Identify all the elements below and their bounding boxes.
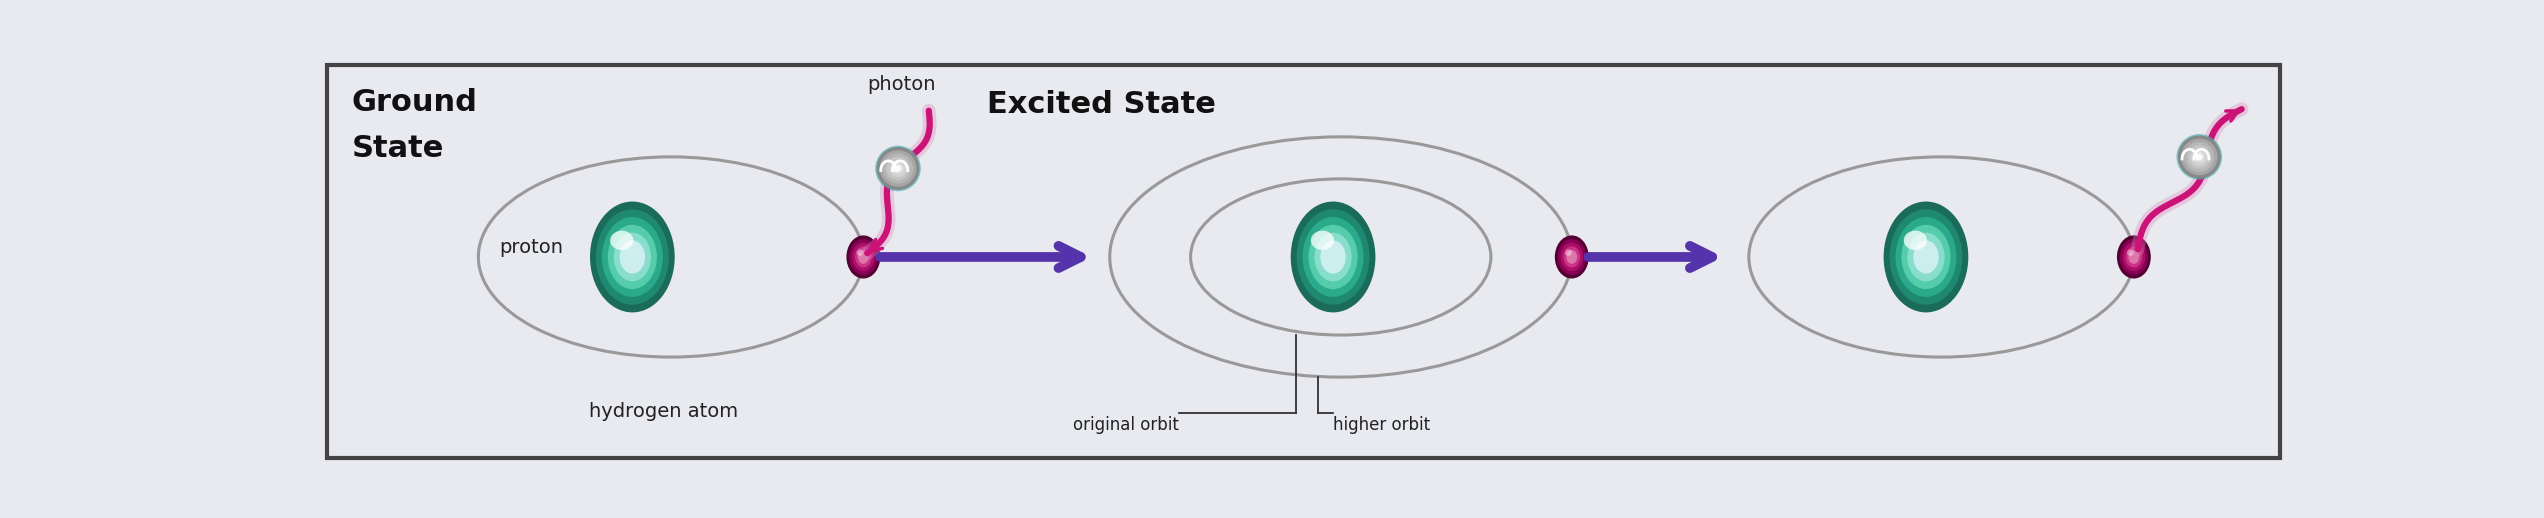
Ellipse shape	[1303, 217, 1364, 297]
Ellipse shape	[2185, 142, 2213, 172]
Ellipse shape	[595, 209, 669, 305]
Ellipse shape	[1567, 250, 1577, 264]
Ellipse shape	[2117, 235, 2150, 279]
Ellipse shape	[885, 156, 911, 180]
Ellipse shape	[2188, 145, 2211, 169]
Ellipse shape	[1559, 243, 1582, 271]
Ellipse shape	[1913, 240, 1939, 274]
Text: original orbit: original orbit	[1074, 416, 1178, 435]
Text: photon: photon	[868, 75, 936, 94]
Ellipse shape	[847, 235, 880, 279]
Ellipse shape	[857, 250, 862, 256]
Ellipse shape	[2127, 250, 2134, 256]
Ellipse shape	[1315, 233, 1351, 281]
Text: State: State	[351, 134, 443, 163]
Ellipse shape	[895, 165, 901, 171]
Ellipse shape	[1557, 239, 1585, 275]
Ellipse shape	[1890, 209, 1961, 305]
Ellipse shape	[2127, 247, 2142, 267]
Text: Excited State: Excited State	[987, 90, 1216, 119]
Ellipse shape	[852, 243, 875, 271]
Text: proton: proton	[499, 238, 562, 257]
Ellipse shape	[2193, 151, 2206, 162]
Ellipse shape	[883, 153, 913, 183]
Ellipse shape	[608, 225, 656, 289]
Ellipse shape	[880, 150, 916, 187]
Ellipse shape	[1895, 217, 1956, 297]
Ellipse shape	[1297, 209, 1369, 305]
Ellipse shape	[1290, 202, 1376, 312]
Ellipse shape	[878, 147, 918, 190]
Ellipse shape	[2178, 135, 2221, 178]
Ellipse shape	[611, 231, 633, 250]
Ellipse shape	[1565, 250, 1572, 256]
Ellipse shape	[1554, 235, 1587, 279]
Ellipse shape	[1320, 240, 1346, 274]
Ellipse shape	[1565, 247, 1580, 267]
Text: Ground: Ground	[351, 88, 478, 117]
Ellipse shape	[2195, 154, 2203, 160]
Ellipse shape	[1900, 225, 1951, 289]
Ellipse shape	[850, 239, 878, 275]
Ellipse shape	[613, 233, 651, 281]
Ellipse shape	[2190, 148, 2208, 165]
Ellipse shape	[1308, 225, 1358, 289]
Ellipse shape	[1310, 231, 1333, 250]
Ellipse shape	[2122, 243, 2145, 271]
Ellipse shape	[2129, 250, 2140, 264]
Ellipse shape	[621, 240, 646, 274]
Ellipse shape	[1908, 233, 1944, 281]
Text: higher orbit: higher orbit	[1333, 416, 1430, 435]
Ellipse shape	[603, 217, 664, 297]
Text: hydrogen atom: hydrogen atom	[588, 402, 738, 421]
Ellipse shape	[1883, 202, 1969, 312]
Ellipse shape	[855, 247, 873, 267]
Ellipse shape	[1903, 231, 1926, 250]
Ellipse shape	[2180, 138, 2218, 175]
Ellipse shape	[893, 163, 903, 174]
Ellipse shape	[590, 202, 674, 312]
Ellipse shape	[2119, 239, 2147, 275]
Ellipse shape	[857, 250, 870, 264]
Ellipse shape	[890, 160, 906, 177]
